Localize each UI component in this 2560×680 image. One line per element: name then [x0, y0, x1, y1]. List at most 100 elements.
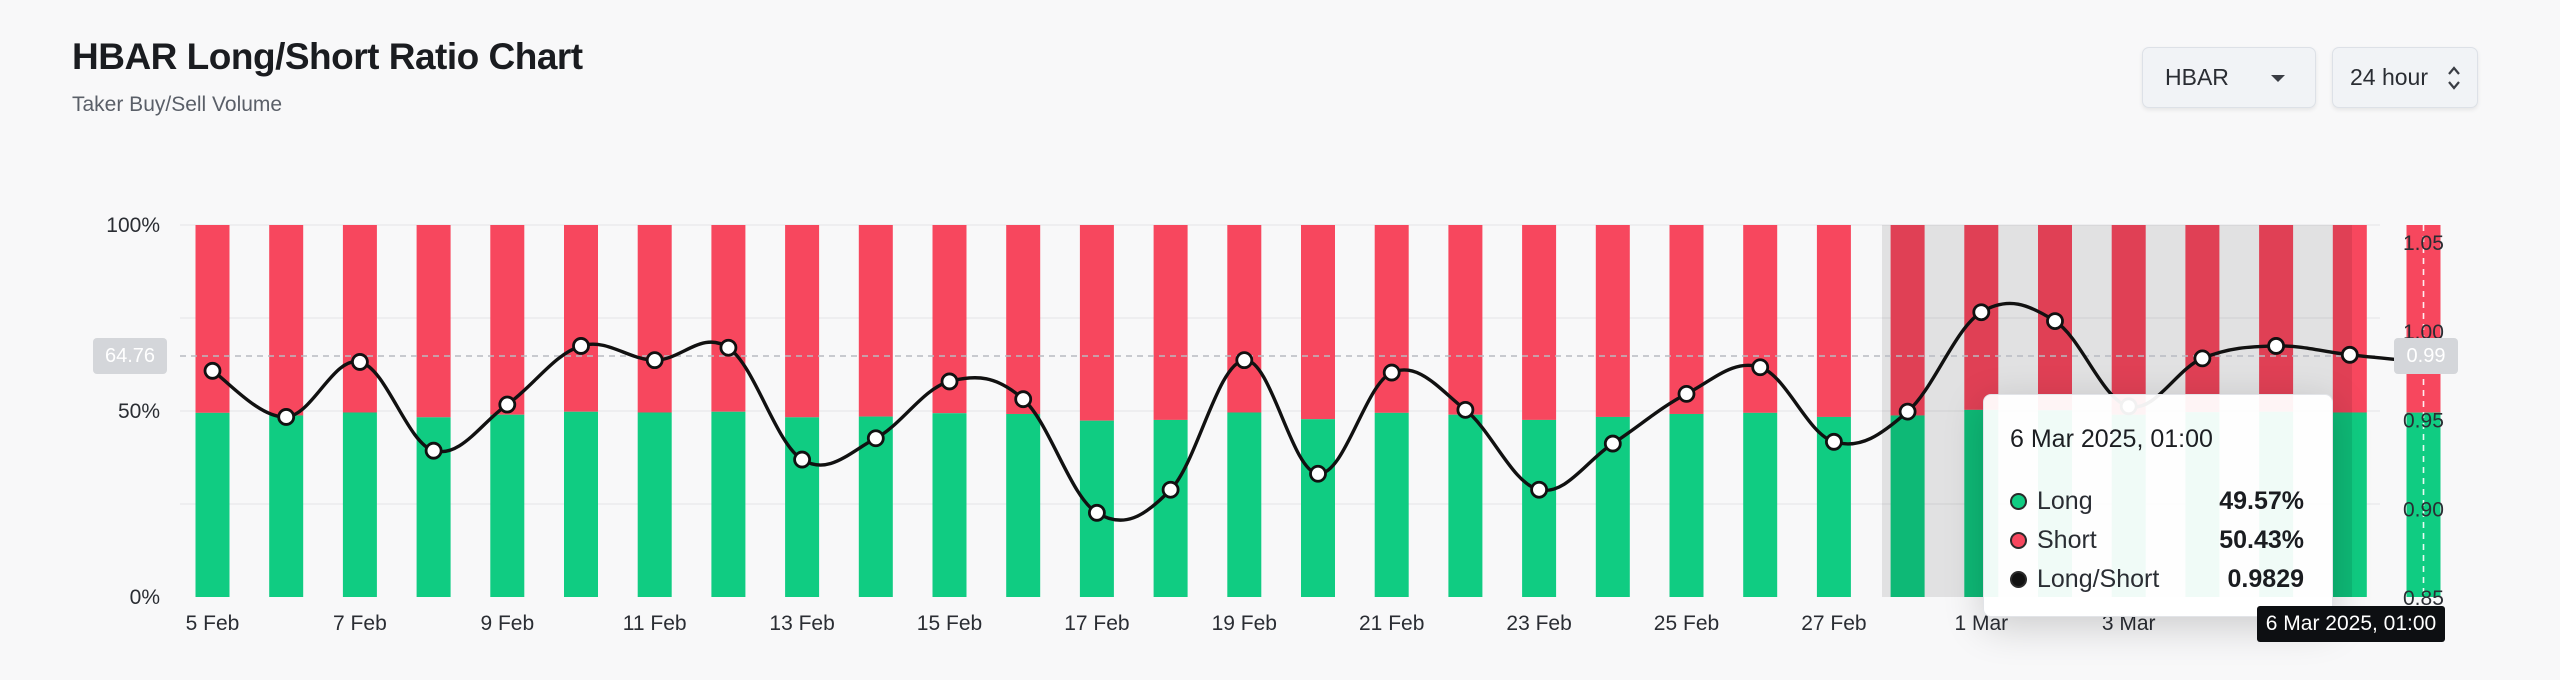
bar-short-29: [2332, 225, 2367, 413]
bar-short-8: [785, 225, 820, 418]
bar-long-16: [1374, 412, 1409, 597]
bar-long-14: [1227, 412, 1262, 597]
x-tick-label: 13 Feb: [769, 612, 834, 635]
ratio-point-8: [793, 450, 811, 469]
ratio-point-11: [1014, 390, 1033, 409]
y-left-tick: 50%: [118, 400, 160, 423]
bar-short-5: [564, 225, 598, 412]
bar-short-11: [1006, 225, 1041, 414]
tooltip-label: Long/Short: [2037, 565, 2160, 593]
ratio-point-15: [1309, 464, 1327, 483]
x-tick-label: 9 Feb: [480, 612, 534, 635]
x-tick-label: 1 Mar: [1954, 612, 2008, 635]
ratio-point-4: [498, 395, 517, 414]
bar-long-15: [1301, 419, 1335, 597]
ratio-dot-icon: [2010, 571, 2027, 588]
tooltip-label: Short: [2037, 526, 2097, 554]
ratio-point-18: [1530, 480, 1548, 499]
x-tick-label: 17 Feb: [1064, 612, 1129, 635]
x-tick-label: 25 Feb: [1654, 612, 1719, 635]
bar-short-21: [1743, 225, 1778, 413]
crosshair-left-value: 64.76: [93, 338, 167, 374]
bar-long-13: [1153, 419, 1188, 597]
ratio-point-5: [572, 337, 590, 355]
ratio-point-2: [350, 353, 369, 371]
tooltip-value: 0.9829: [2227, 565, 2304, 593]
ratio-point-6: [645, 351, 664, 370]
bar-short-20: [1669, 225, 1704, 414]
x-tick-label: 7 Feb: [333, 612, 387, 635]
bar-long-29: [2332, 412, 2367, 597]
y-left-tick: 100%: [106, 214, 160, 237]
bar-short-7: [711, 225, 746, 412]
ratio-point-22: [1825, 432, 1843, 451]
bar-short-23: [1890, 225, 1925, 416]
bar-short-14: [1227, 225, 1262, 413]
tooltip-value: 50.43%: [2219, 526, 2304, 554]
bar-long-0: [195, 412, 230, 597]
bar-long-7: [711, 411, 746, 597]
bar-short-3: [416, 225, 451, 418]
ratio-point-23: [1898, 402, 1917, 421]
page-title: HBAR Long/Short Ratio Chart: [72, 36, 583, 77]
bar-short-27: [2185, 225, 2220, 413]
bar-long-11: [1006, 413, 1041, 597]
ratio-point-25: [2046, 312, 2064, 331]
short-dot-icon: [2010, 532, 2027, 549]
period-select-value: 24 hour: [2350, 64, 2429, 90]
ratio-line-series: [203, 301, 2433, 522]
bar-short-12: [1079, 225, 1114, 421]
bar-short-0: [195, 225, 230, 413]
ratio-point-0: [203, 361, 222, 380]
bar-long-4: [490, 414, 525, 597]
bar-long-1: [269, 415, 304, 597]
x-axis: 5 Feb 7 Feb 9 Feb 11 Feb 13 Feb 15 Feb 17 Feb 1…: [186, 612, 2156, 635]
long-dot-icon: [2010, 493, 2027, 510]
bar-long-6: [637, 412, 672, 597]
x-tick-label: 27 Feb: [1801, 612, 1866, 635]
asset-select[interactable]: HBAR: [2142, 47, 2316, 108]
y-right-tick: 0.95: [2403, 410, 2444, 433]
bar-short-13: [1153, 225, 1188, 420]
ratio-point-14: [1235, 351, 1254, 370]
x-tick-label: 3 Mar: [2102, 612, 2156, 635]
bar-long-21: [1743, 412, 1778, 597]
x-tick-label: 15 Feb: [917, 612, 982, 635]
chart-tooltip: 6 Mar 2025, 01:00 Long 49.57% Short 50.4…: [1983, 394, 2333, 617]
y-right-tick: 0.85: [2403, 587, 2444, 610]
x-tick-label: 19 Feb: [1212, 612, 1277, 635]
ratio-point-16: [1382, 363, 1401, 382]
ratio-point-1: [277, 408, 296, 426]
tooltip-row-ratio: Long/Short 0.9829: [2010, 560, 2304, 599]
x-tick-label: 11 Feb: [623, 612, 687, 635]
ratio-point-20: [1677, 384, 1696, 403]
ratio-point-9: [866, 429, 885, 448]
tooltip-value: 49.57%: [2219, 487, 2304, 515]
x-tick-label: 21 Feb: [1359, 612, 1424, 635]
ratio-point-10: [940, 372, 959, 391]
ratio-point-19: [1603, 434, 1622, 453]
bar-long-8: [785, 417, 820, 597]
ratio-point-17: [1456, 400, 1475, 419]
bar-long-17: [1448, 414, 1483, 597]
bar-short-18: [1522, 225, 1557, 420]
bar-long-23: [1890, 415, 1925, 597]
bar-long-5: [564, 411, 598, 597]
crosshair-right-value: 0.99: [2394, 338, 2458, 374]
crosshair: [180, 225, 2425, 597]
ratio-point-3: [424, 441, 443, 460]
x-tick-label: 23 Feb: [1506, 612, 1571, 635]
bar-short-22: [1816, 225, 1851, 417]
bar-long-20: [1669, 413, 1704, 597]
tooltip-label: Long: [2037, 487, 2093, 515]
bar-short-6: [637, 225, 672, 413]
bar-short-15: [1301, 225, 1335, 420]
ratio-point-21: [1751, 358, 1770, 377]
ratio-point-13: [1161, 480, 1180, 499]
asset-select-value: HBAR: [2165, 64, 2229, 90]
bar-short-19: [1595, 225, 1630, 417]
ratio-point-12: [1088, 503, 1106, 522]
ratio-point-24: [1972, 303, 1991, 322]
ratio-point-27: [2193, 349, 2212, 368]
period-select[interactable]: 24 hour: [2332, 47, 2478, 108]
